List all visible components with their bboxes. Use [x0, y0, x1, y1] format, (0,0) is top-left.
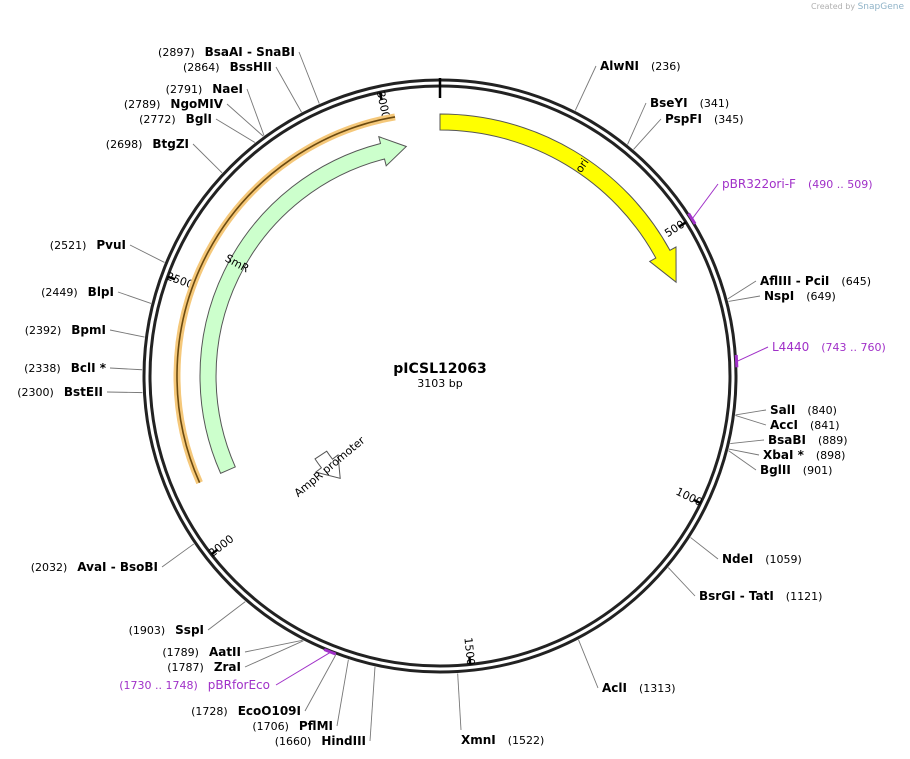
xmni-leader-line [457, 673, 462, 731]
smr-highlight-line [176, 116, 396, 484]
bsabi-site-label[interactable]: BsaBI (889) [768, 433, 848, 447]
ampr-promoter-feature-label: AmpR promoter [292, 434, 368, 500]
bcli-leader-line [109, 367, 143, 371]
tick-label: 500 [662, 218, 687, 240]
snapgene-credit: Created by SnapGene [811, 2, 904, 12]
alwni-leader-line [574, 65, 597, 111]
bpmi-leader-line [109, 329, 145, 338]
pflmi-leader-line [336, 659, 349, 727]
sspi-site-label[interactable]: (1903) SspI [129, 623, 204, 637]
tick-mark [378, 92, 383, 101]
zrai-leader-line [244, 640, 304, 668]
tick-label: 3000 [374, 90, 393, 120]
alwni-site-label[interactable]: AlwNI (236) [600, 59, 681, 73]
xbai-leader-line [728, 448, 760, 456]
btgzi-leader-line [192, 143, 223, 174]
ngomiv-leader-line [226, 103, 264, 137]
acli-leader-line [578, 639, 599, 689]
ndei-leader-line [690, 537, 719, 560]
ngomiv-site-label[interactable]: (2789) NgoMIV [124, 97, 224, 111]
l4440-primer-mark[interactable] [734, 354, 739, 368]
nspi-site-label[interactable]: NspI (649) [764, 289, 836, 303]
afliii-pcii-site-label[interactable]: AflIII - PciI (645) [760, 274, 871, 288]
pbrforeco-primer-mark[interactable] [323, 648, 337, 656]
acli-site-label[interactable]: AclI (1313) [602, 681, 676, 695]
l4440-primer-label: L4440 (743 .. 760) [772, 340, 886, 354]
ecoo109i-site-label[interactable]: (1728) EcoO109I [191, 704, 301, 718]
snapgene-logo: SnapGene [857, 2, 904, 12]
naei-leader-line [246, 88, 265, 136]
sali-site-label[interactable]: SalI (840) [770, 403, 837, 417]
tick-mark [167, 275, 176, 281]
acci-site-label[interactable]: AccI (841) [770, 418, 840, 432]
bsabi-leader-line [730, 439, 765, 444]
pflmi-site-label[interactable]: (1706) PflMI [252, 719, 333, 733]
pspfi-leader-line [633, 118, 662, 150]
primer-annotations: pBR322ori-F (490 .. 509) L4440 (743 .. 760)… [119, 177, 886, 692]
hindiii-site-label[interactable]: (1660) HindIII [275, 734, 366, 748]
l4440-primer-leader [737, 346, 769, 362]
credit-prefix: Created by [811, 2, 856, 11]
bsteii-site-label[interactable]: (2300) BstEII [17, 385, 103, 399]
bcli-site-label[interactable]: (2338) BclI * [24, 361, 107, 375]
xbai-site-label[interactable]: XbaI * (898) [763, 448, 845, 462]
bsshii-site-label[interactable]: (2864) BssHII [183, 60, 272, 74]
ampr-promoter-feature-arrow[interactable] [314, 450, 341, 480]
plasmid-name: pICSL12063 [393, 361, 486, 377]
pvui-site-label[interactable]: (2521) PvuI [50, 238, 126, 252]
blpi-leader-line [117, 291, 152, 304]
pbrforeco-primer-leader [275, 652, 330, 686]
bsrgi-tati-leader-line [667, 567, 696, 597]
blpi-site-label[interactable]: (2449) BlpI [41, 285, 114, 299]
plasmid-length: 3103 bp [417, 377, 462, 390]
bgli-leader-line [215, 118, 256, 143]
bsaai-snabi-leader-line [298, 51, 320, 104]
pbr322ori-f-primer-leader [692, 183, 719, 219]
tick-label: 1500 [461, 637, 477, 666]
bglii-site-label[interactable]: BglII (901) [760, 463, 832, 477]
tick-mark [468, 656, 472, 665]
smr-feature-arrow[interactable] [199, 135, 408, 474]
bsteii-leader-line [106, 391, 143, 394]
pvui-leader-line [129, 244, 165, 263]
pspfi-site-label[interactable]: PspFI (345) [665, 112, 744, 126]
nspi-leader-line [728, 295, 761, 302]
tick-mark [678, 221, 687, 228]
aatii-leader-line [244, 639, 303, 653]
sali-leader-line [735, 409, 767, 416]
zrai-site-label[interactable]: (1787) ZraI [167, 660, 241, 674]
aatii-site-label[interactable]: (1789) AatII [162, 645, 241, 659]
pbrforeco-primer-label: (1730 .. 1748) pBRforEco [119, 678, 270, 692]
ecoo109i-leader-line [304, 654, 337, 712]
pbr322ori-f-primer-label: pBR322ori-F (490 .. 509) [722, 177, 873, 191]
bsshii-leader-line [275, 66, 302, 113]
bgli-site-label[interactable]: (2772) BglI [139, 112, 212, 126]
avai-bsobi-site-label[interactable]: (2032) AvaI - BsoBI [31, 560, 158, 574]
tick-mark [692, 498, 702, 505]
tick-label: 2000 [206, 532, 236, 559]
bsaai-snabi-site-label[interactable]: (2897) BsaAI - SnaBI [158, 45, 295, 59]
ndei-site-label[interactable]: NdeI (1059) [722, 552, 802, 566]
pbr322ori-f-primer-mark[interactable] [687, 212, 697, 225]
afliii-pcii-leader-line [727, 280, 757, 300]
avai-bsobi-leader-line [161, 543, 195, 568]
restriction-sites: AlwNI (236) BseYI (341) PspFI (345) AflIII - P… [17, 45, 871, 748]
bpmi-site-label[interactable]: (2392) BpmI [25, 323, 106, 337]
btgzi-site-label[interactable]: (2698) BtgZI [106, 137, 189, 151]
ori-feature-arrow[interactable] [439, 113, 677, 284]
bglii-leader-line [728, 450, 757, 471]
tick-mark [210, 548, 219, 556]
sspi-leader-line [207, 601, 246, 631]
tick-label: 1000 [674, 485, 705, 509]
xmni-site-label[interactable]: XmnI (1522) [461, 733, 544, 747]
acci-leader-line [735, 414, 767, 426]
hindiii-leader-line [369, 666, 376, 742]
bseyi-site-label[interactable]: BseYI (341) [650, 96, 729, 110]
bseyi-leader-line [627, 102, 647, 145]
bsrgi-tati-site-label[interactable]: BsrGI - TatI (1121) [699, 589, 822, 603]
naei-site-label[interactable]: (2791) NaeI [166, 82, 243, 96]
